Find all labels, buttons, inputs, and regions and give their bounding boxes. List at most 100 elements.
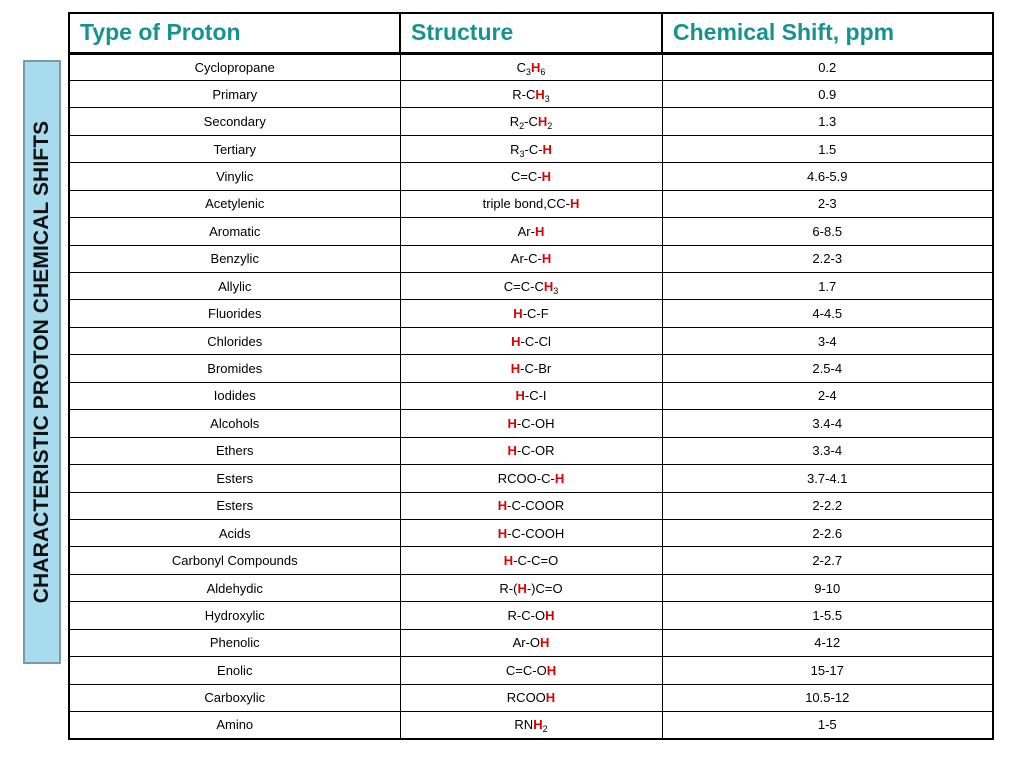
structure-text: Ar-C- xyxy=(510,251,542,267)
structure-cell: H-C-OH xyxy=(399,409,663,438)
structure-cell: H-C-I xyxy=(399,381,663,411)
table-row: Iodides H-C-I 2-4 xyxy=(68,381,994,411)
structure-proton-highlight: H xyxy=(554,470,565,486)
structure-cell: R-(H-)C=O xyxy=(399,573,663,603)
chemical-shift-cell: 4-12 xyxy=(661,628,994,658)
structure-text: -)C=O xyxy=(526,580,563,596)
table-row: Esters RCOO-C-H 3.7-4.1 xyxy=(68,464,994,493)
proton-type-cell: Hydroxylic xyxy=(68,601,401,630)
structure-proton-highlight: H xyxy=(542,141,552,157)
chemical-shift-cell: 3.3-4 xyxy=(661,436,994,466)
proton-type-cell: Cyclopropane xyxy=(68,52,401,81)
structure-text: R-( xyxy=(499,580,518,596)
structure-text: -C-Cl xyxy=(520,333,551,349)
structure-subscript: 3 xyxy=(553,285,559,296)
chemical-shift-cell: 1-5.5 xyxy=(661,601,994,630)
chemical-shift-cell: 6-8.5 xyxy=(661,217,994,246)
table-row: Amino RNH2 1-5 xyxy=(68,710,994,740)
proton-type-cell: Phenolic xyxy=(68,628,401,658)
structure-text: -C xyxy=(524,114,538,130)
structure-text: Ar- xyxy=(517,223,535,239)
table-row: Hydroxylic R-C-OH 1-5.5 xyxy=(68,601,994,630)
chemical-shift-cell: 3-4 xyxy=(661,326,994,356)
proton-type-cell: Carbonyl Compounds xyxy=(68,546,401,575)
table-body: Cyclopropane C3H6 0.2 Primary R-CH3 0.9 Second… xyxy=(68,52,994,740)
structure-proton-highlight: H xyxy=(510,361,521,377)
structure-text: triple bond,CC- xyxy=(482,196,571,212)
structure-cell: RCOOH xyxy=(399,683,663,713)
chemical-shift-cell: 2-4 xyxy=(661,381,994,411)
structure-cell: R2-CH2 xyxy=(399,107,663,136)
structure-text: R-C xyxy=(512,86,536,102)
table-row: Aldehydic R-(H-)C=O 9-10 xyxy=(68,573,994,603)
table-row: Carbonyl Compounds H-C-C=O 2-2.7 xyxy=(68,546,994,575)
chemical-shift-cell: 9-10 xyxy=(661,573,994,603)
structure-proton-highlight: H xyxy=(540,635,550,651)
header-row: Type of Proton Structure Chemical Shift,… xyxy=(68,12,994,55)
table-row: Esters H-C-COOR 2-2.2 xyxy=(68,491,994,520)
structure-cell: C3H6 xyxy=(399,52,663,81)
structure-proton-highlight: H xyxy=(546,662,557,678)
structure-cell: C=C-CH3 xyxy=(399,271,663,301)
structure-proton-highlight: H xyxy=(570,196,580,212)
structure-text: C xyxy=(516,59,526,75)
structure-cell: H-C-Cl xyxy=(399,326,663,356)
structure-text: R-C-O xyxy=(507,607,546,623)
structure-text: -C-COOR xyxy=(507,498,565,514)
table-row: Acids H-C-COOH 2-2.6 xyxy=(68,518,994,548)
table-row: Aromatic Ar-H 6-8.5 xyxy=(68,217,994,246)
table-row: Tertiary R3-C-H 1.5 xyxy=(68,134,994,164)
structure-text: RCOO xyxy=(506,690,546,706)
table-row: Alcohols H-C-OH 3.4-4 xyxy=(68,409,994,438)
structure-text: RN xyxy=(514,717,534,733)
table-row: Acetylenic triple bond,CC-H 2-3 xyxy=(68,189,994,219)
table-row: Bromides H-C-Br 2.5-4 xyxy=(68,354,994,383)
table-row: Cyclopropane C3H6 0.2 xyxy=(68,52,994,81)
chemical-shift-cell: 2-2.7 xyxy=(661,546,994,575)
structure-cell: C=C-OH xyxy=(399,656,663,685)
proton-type-cell: Acids xyxy=(68,518,401,548)
table-row: Carboxylic RCOOH 10.5-12 xyxy=(68,683,994,713)
structure-proton-highlight: H xyxy=(517,580,527,596)
table-row: Enolic C=C-OH 15-17 xyxy=(68,656,994,685)
table-row: Fluorides H-C-F 4-4.5 xyxy=(68,299,994,328)
proton-type-cell: Allylic xyxy=(68,271,401,301)
structure-text: -C-OR xyxy=(516,443,555,459)
chemical-shift-cell: 1.5 xyxy=(661,134,994,164)
structure-cell: Ar-C-H xyxy=(399,244,663,274)
table-row: Primary R-CH3 0.9 xyxy=(68,79,994,109)
structure-proton-highlight: H xyxy=(534,223,545,239)
table-row: Allylic C=C-CH3 1.7 xyxy=(68,271,994,301)
structure-text: -C-OH xyxy=(516,415,555,431)
proton-type-cell: Vinylic xyxy=(68,162,401,191)
chemical-shift-cell: 3.4-4 xyxy=(661,409,994,438)
structure-proton-highlight: H xyxy=(537,114,548,130)
chemical-shift-cell: 3.7-4.1 xyxy=(661,464,994,493)
structure-subscript: 3 xyxy=(519,148,525,159)
table-row: Chlorides H-C-Cl 3-4 xyxy=(68,326,994,356)
chemical-shift-cell: 10.5-12 xyxy=(661,683,994,713)
structure-proton-highlight: H xyxy=(541,168,552,184)
structure-text: C=C-C xyxy=(503,278,544,294)
proton-type-cell: Primary xyxy=(68,79,401,109)
chemical-shift-cell: 1-5 xyxy=(661,710,994,740)
structure-text: R xyxy=(509,114,520,130)
structure-text: Ar-O xyxy=(512,635,541,651)
header-chemical-shift: Chemical Shift, ppm xyxy=(661,12,994,55)
structure-proton-highlight: H xyxy=(513,306,523,322)
proton-type-cell: Aromatic xyxy=(68,217,401,246)
proton-type-cell: Esters xyxy=(68,491,401,520)
structure-cell: H-C-COOH xyxy=(399,518,663,548)
table-row: Phenolic Ar-OH 4-12 xyxy=(68,628,994,658)
structure-proton-highlight: H xyxy=(497,498,508,514)
structure-cell: Ar-OH xyxy=(399,628,663,658)
structure-subscript: 2 xyxy=(542,724,548,735)
chemical-shift-cell: 4.6-5.9 xyxy=(661,162,994,191)
proton-type-cell: Amino xyxy=(68,710,401,740)
structure-text: -C-C=O xyxy=(513,553,559,569)
table-row: Vinylic C=C-H 4.6-5.9 xyxy=(68,162,994,191)
structure-proton-highlight: H xyxy=(515,388,525,404)
structure-text: -C-F xyxy=(522,306,549,322)
proton-type-cell: Benzylic xyxy=(68,244,401,274)
chemical-shift-cell: 4-4.5 xyxy=(661,299,994,328)
